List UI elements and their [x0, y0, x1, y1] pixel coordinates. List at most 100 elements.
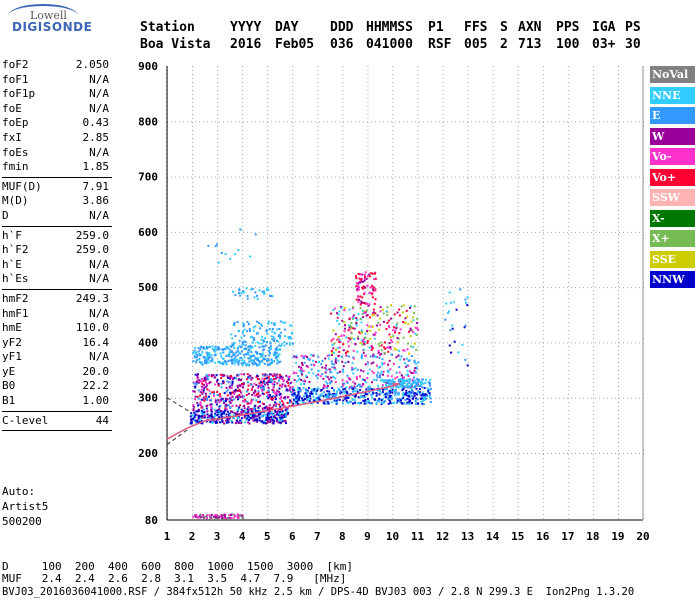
auto-info-line: Auto: [2, 485, 36, 498]
param-label: foEp [2, 116, 29, 130]
param-separator [2, 410, 112, 412]
header-value: Boa Vista [140, 37, 211, 52]
param-row: h`F 259.0 [2, 229, 120, 244]
param-label: foF1p [2, 87, 36, 101]
param-row: B0 22.2 [2, 379, 120, 394]
x-tick-label: 13 [461, 530, 474, 543]
param-label: h`F [2, 228, 22, 242]
y-tick-label: 300 [138, 392, 158, 405]
header-label: HHMMSS [366, 20, 413, 35]
y-tick-label: 600 [138, 226, 158, 239]
param-row: h`Es N/A [2, 272, 120, 287]
param-row: MUF(D) 7.91 [2, 180, 120, 195]
param-label: hmF2 [2, 291, 29, 305]
header-value: 2016 [230, 37, 262, 52]
x-tick-label: 9 [364, 530, 371, 543]
param-label: yF1 [2, 350, 22, 364]
param-separator [2, 225, 112, 227]
header-label: S [500, 20, 508, 35]
legend-item-x: X+ [650, 230, 695, 247]
x-tick-label: 7 [314, 530, 321, 543]
param-label: h`Es [2, 272, 29, 286]
param-row: foE N/A [2, 102, 120, 117]
auto-info: Auto: Artist5 500200 [2, 484, 48, 529]
param-row: fxI 2.85 [2, 131, 120, 146]
x-tick-label: 5 [264, 530, 271, 543]
x-tick-label: 4 [239, 530, 246, 543]
param-label: hmF1 [2, 306, 29, 320]
x-tick-label: 20 [636, 530, 649, 543]
param-label: MUF(D) [2, 179, 42, 193]
legend-item-x: X- [650, 209, 695, 227]
extraordinary-trace-fit [166, 427, 190, 446]
param-row: fmin 1.85 [2, 160, 120, 175]
header-label: Station [140, 20, 195, 35]
legend-item-noval: NoVal [650, 66, 695, 83]
header-value: 041000 [366, 37, 413, 52]
y-tick-label: 200 [138, 447, 158, 460]
header-label: DDD [330, 20, 354, 35]
x-tick-label: 8 [339, 530, 346, 543]
param-value: N/A [89, 145, 109, 159]
param-row: M(D) 3.86 [2, 194, 120, 209]
x-tick-label: 17 [561, 530, 574, 543]
profile-curve [166, 382, 400, 440]
param-label: D [2, 208, 9, 222]
y-tick-label: 400 [138, 336, 158, 349]
param-value: 7.91 [82, 179, 110, 193]
x-tick-label: 3 [214, 530, 221, 543]
header-value: Feb05 [275, 37, 315, 52]
param-row: foF1p N/A [2, 87, 120, 102]
header-label: FFS [464, 20, 488, 35]
param-value: 249.3 [75, 291, 109, 305]
header-label: PS [625, 20, 641, 35]
param-value: 16.4 [82, 335, 110, 349]
param-row: B1 1.00 [2, 394, 120, 409]
param-label: B1 [2, 394, 16, 408]
param-value: N/A [89, 306, 109, 320]
param-separator [2, 176, 112, 178]
param-label: fmin [2, 160, 29, 174]
legend-item-nnw: NNW [650, 271, 695, 288]
param-label: C-level [2, 413, 49, 427]
auto-info-line: Artist5 [2, 500, 49, 513]
y-tick-label: 500 [138, 281, 158, 294]
x-tick-label: 6 [289, 530, 296, 543]
param-label: hmE [2, 321, 22, 335]
param-label: B0 [2, 379, 16, 393]
parameter-panel: foF2 2.050 foF1 N/A foF1p N/A foE N/A foEp 0.43 fx… [2, 58, 120, 433]
ordinary-trace-fit [166, 397, 190, 412]
param-label: fxI [2, 130, 22, 144]
param-row: foEs N/A [2, 146, 120, 161]
param-label: foEs [2, 145, 29, 159]
y-tick-label: 800 [138, 115, 158, 128]
header-value: 03+ [592, 37, 616, 52]
param-value: N/A [89, 208, 109, 222]
x-tick-label: 2 [189, 530, 196, 543]
param-value: N/A [89, 101, 109, 115]
x-tick-label: 10 [386, 530, 399, 543]
param-value: N/A [89, 72, 109, 86]
param-value: 259.0 [75, 243, 109, 257]
param-value: 20.0 [82, 364, 110, 378]
footer-muf-row: MUF 2.4 2.4 2.6 2.8 3.1 3.5 4.7 7.9 [MHz… [2, 572, 347, 585]
y-tick-label: 700 [138, 171, 158, 184]
header-value: 713 [518, 37, 542, 52]
x-tick-label: 15 [511, 530, 524, 543]
legend-item-ssw: SSW [650, 189, 695, 206]
header-label: DAY [275, 20, 299, 35]
param-row: D N/A [2, 209, 120, 224]
param-label: foF1 [2, 72, 29, 86]
param-label: yF2 [2, 335, 22, 349]
param-row: foEp 0.43 [2, 116, 120, 131]
param-label: foF2 [2, 58, 29, 71]
legend-item-sse: SSE [650, 250, 695, 268]
param-value: 2.85 [82, 130, 110, 144]
param-row: foF2 2.050 [2, 58, 120, 73]
param-value: N/A [89, 350, 109, 364]
param-row: C-level 44 [2, 414, 120, 429]
param-value: 2.050 [75, 58, 109, 71]
y-tick-label: 80 [145, 514, 158, 527]
legend-item-vo: Vo- [650, 148, 695, 165]
param-value: 44 [95, 413, 109, 427]
